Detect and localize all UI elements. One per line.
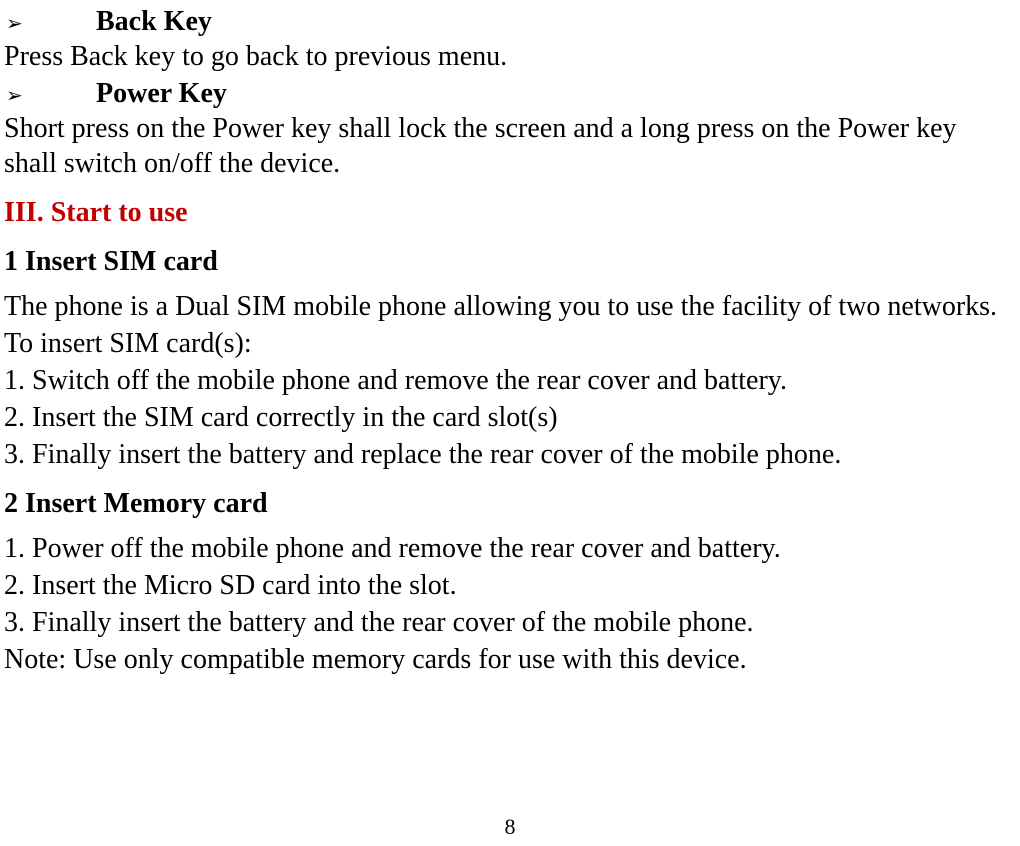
bullet-power-key: ➢ Power Key (4, 76, 1016, 111)
sim-step: 1. Switch off the mobile phone and remov… (4, 363, 1016, 398)
sim-block: The phone is a Dual SIM mobile phone all… (4, 289, 1016, 472)
sim-step: 2. Insert the SIM card correctly in the … (4, 400, 1016, 435)
memory-step: 2. Insert the Micro SD card into the slo… (4, 568, 1016, 603)
memory-note: Note: Use only compatible memory cards f… (4, 642, 1016, 677)
bullet-marker-icon: ➢ (4, 84, 96, 109)
memory-step: 3. Finally insert the battery and the re… (4, 605, 1016, 640)
subsection-heading: 2 Insert Memory card (4, 486, 1016, 521)
power-key-description: Short press on the Power key shall lock … (4, 111, 1016, 181)
subsection-heading: 1 Insert SIM card (4, 244, 1016, 279)
page-number: 8 (0, 814, 1020, 840)
sim-step: 3. Finally insert the battery and replac… (4, 437, 1016, 472)
bullet-marker-icon: ➢ (4, 12, 96, 37)
bullet-back-key: ➢ Back Key (4, 4, 1016, 39)
bullet-label: Power Key (96, 76, 227, 111)
memory-step: 1. Power off the mobile phone and remove… (4, 531, 1016, 566)
section-heading: III. Start to use (4, 195, 1016, 230)
back-key-description: Press Back key to go back to previous me… (4, 39, 1016, 74)
sim-intro: The phone is a Dual SIM mobile phone all… (4, 289, 1016, 324)
memory-block: 1. Power off the mobile phone and remove… (4, 531, 1016, 677)
document-page: ➢ Back Key Press Back key to go back to … (0, 0, 1020, 846)
bullet-label: Back Key (96, 4, 212, 39)
sim-lead: To insert SIM card(s): (4, 326, 1016, 361)
